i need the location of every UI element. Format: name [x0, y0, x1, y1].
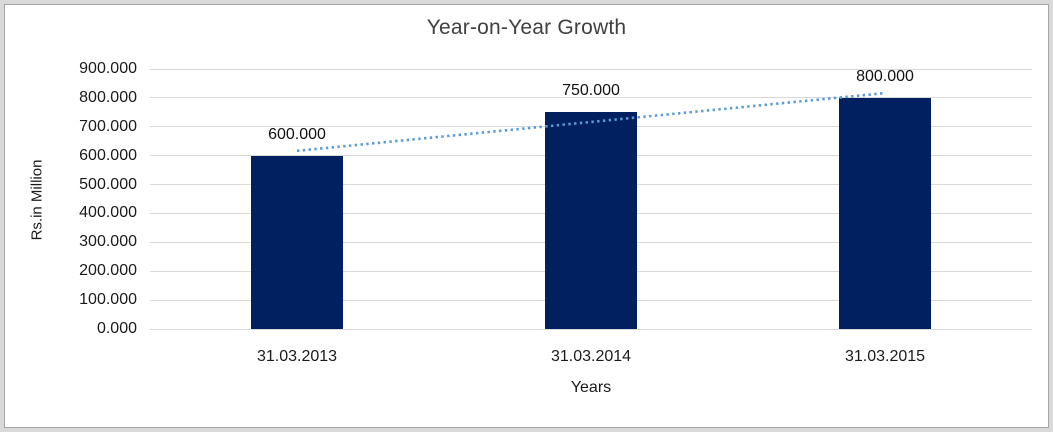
data-label: 600.000 [268, 125, 326, 143]
y-tick-label: 400.000 [79, 204, 137, 222]
trendline [296, 91, 886, 153]
gridline [150, 68, 1032, 70]
bar[interactable] [545, 112, 637, 329]
y-axis-title: Rs.in Million [28, 159, 46, 241]
y-tick-label: 300.000 [79, 233, 137, 251]
gridline [150, 328, 1032, 330]
y-tick-label: 900.000 [79, 60, 137, 77]
y-tick-label: 800.000 [79, 88, 137, 106]
y-tick-label: 700.000 [79, 117, 137, 135]
y-tick-label: 500.000 [79, 175, 137, 193]
x-tick-label: 31.03.2015 [844, 348, 926, 365]
x-tick-label: 31.03.2013 [256, 348, 338, 365]
bar[interactable] [839, 97, 931, 329]
x-tick-label: 31.03.2014 [550, 348, 632, 365]
plot-area: 600.000 750.000 800.000 [150, 67, 1032, 330]
data-label: 800.000 [856, 67, 914, 85]
bar[interactable] [251, 155, 343, 329]
y-tick-label: 100.000 [79, 291, 137, 309]
chart-title: Year-on-Year Growth [426, 16, 627, 39]
x-axis-title: Years [570, 379, 612, 396]
y-tick-label: 200.000 [79, 262, 137, 280]
gridline [150, 97, 1032, 99]
data-label: 750.000 [562, 82, 620, 100]
y-tick-label: 600.000 [79, 146, 137, 164]
y-tick-label: 0.000 [96, 320, 137, 337]
